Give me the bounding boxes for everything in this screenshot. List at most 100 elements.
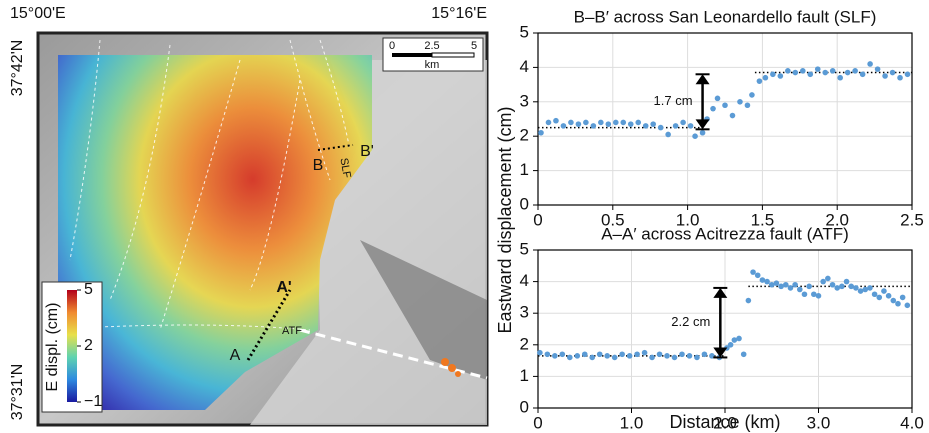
vents: [441, 358, 461, 377]
point: [552, 353, 558, 359]
arrow-head: [713, 287, 728, 298]
point: [792, 281, 798, 288]
point: [729, 112, 736, 119]
point: [899, 294, 906, 301]
colorbar: E displ. (cm): [41, 281, 103, 413]
point: [799, 68, 806, 74]
chart-title: A–A′ across Acitrezza fault (ATF): [601, 224, 849, 243]
point: [871, 291, 878, 298]
colorbar-title: E displ. (cm): [44, 303, 61, 392]
point: [664, 353, 670, 359]
point: [764, 278, 770, 285]
point: [785, 68, 791, 74]
point: [806, 283, 812, 290]
point: [544, 351, 551, 358]
point: [857, 288, 864, 294]
point: [777, 73, 784, 79]
point: [750, 269, 756, 275]
plot-area: [538, 33, 912, 205]
point: [844, 69, 851, 76]
x-tick-label: 2.0: [713, 413, 737, 432]
point: [889, 69, 896, 76]
profile-label: A: [230, 347, 241, 364]
point: [843, 278, 850, 285]
y-tick-label: 2: [520, 126, 529, 145]
point: [773, 280, 780, 286]
fault-label: SLF: [337, 157, 352, 179]
plot-frame: [537, 32, 913, 206]
point: [553, 117, 559, 124]
scale-bar: [392, 53, 432, 57]
point: [656, 351, 663, 358]
colorbar-tick-label: 2: [84, 337, 93, 354]
point: [839, 283, 845, 290]
point: [619, 351, 625, 358]
point: [694, 354, 700, 361]
profile-label: B: [313, 157, 324, 174]
displacement-field: [58, 55, 372, 410]
scale-unit: km: [425, 59, 440, 71]
point: [744, 102, 751, 109]
point: [820, 278, 826, 285]
point: [759, 277, 766, 283]
point: [885, 293, 892, 299]
point: [890, 297, 897, 304]
point: [581, 351, 588, 358]
point: [635, 119, 642, 126]
point: [853, 285, 859, 291]
point: [745, 297, 752, 304]
lon-label: 15°16'E: [431, 5, 487, 22]
y-tick-label: 3: [520, 303, 529, 322]
colorbar-ramp: [67, 290, 77, 402]
x-tick-label: 0.5: [601, 210, 625, 229]
point: [566, 354, 573, 361]
point: [807, 71, 814, 78]
point: [837, 74, 843, 81]
point: [537, 349, 543, 356]
point: [778, 283, 784, 290]
arrow-head: [713, 347, 728, 358]
chart-title: B–B′ across San Leonardello fault (SLF): [574, 7, 877, 26]
x-tick-label: 0: [533, 413, 542, 432]
point: [686, 353, 693, 359]
point: [583, 119, 589, 126]
point: [904, 302, 911, 309]
arrow-head: [695, 119, 710, 130]
point: [815, 293, 822, 299]
lat-label: 37°31'N: [9, 364, 26, 421]
y-tick-label: 3: [520, 91, 529, 110]
point: [756, 78, 763, 84]
scale-tick: 0: [389, 40, 395, 52]
x-tick-label: 0: [533, 210, 542, 229]
point: [882, 73, 888, 79]
point: [665, 131, 671, 138]
point: [876, 294, 883, 301]
point: [701, 351, 708, 358]
point: [727, 342, 734, 348]
x-tick-label: 2.0: [825, 210, 849, 229]
point: [596, 351, 603, 358]
offset-label: 2.2 cm: [671, 314, 710, 329]
y-tick-label: 5: [520, 239, 529, 258]
point: [787, 285, 794, 291]
point: [709, 353, 715, 359]
x-tick-label: 1.0: [620, 413, 644, 432]
point: [671, 354, 678, 361]
point: [641, 349, 648, 356]
point: [862, 286, 869, 293]
point: [714, 95, 721, 102]
y-tick-label: 0: [520, 194, 529, 213]
point: [710, 105, 716, 112]
point: [649, 354, 655, 361]
offset-label: 1.7 cm: [654, 93, 693, 108]
point: [874, 66, 881, 72]
point: [737, 99, 743, 105]
point: [692, 133, 698, 139]
point: [672, 123, 679, 129]
point: [612, 119, 619, 126]
point: [740, 351, 747, 358]
lat-label: 37°42'N: [9, 40, 26, 97]
point: [650, 121, 656, 127]
point: [811, 291, 817, 298]
